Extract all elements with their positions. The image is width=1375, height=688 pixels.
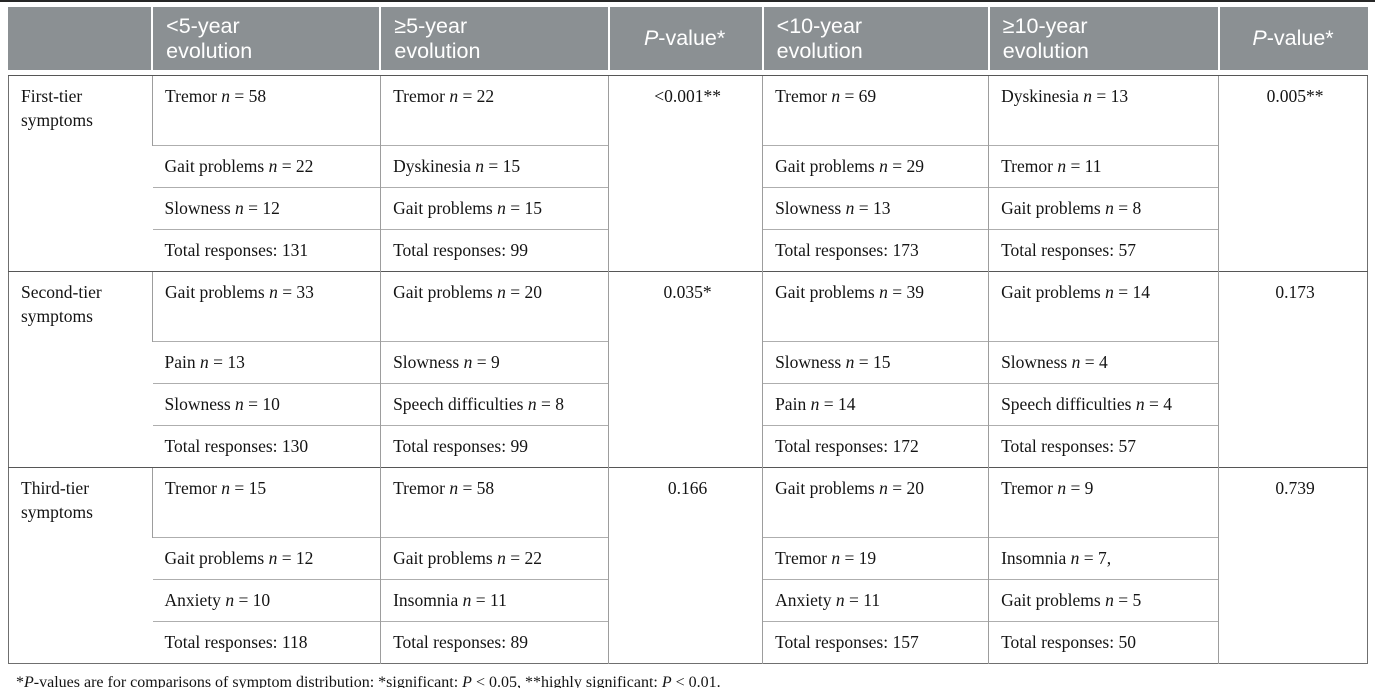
symptom-cell: Dyskinesia n = 13 (988, 75, 1219, 146)
symptom-cell: Tremor n = 19 (762, 537, 989, 580)
symptom-cell: Gait problems n = 29 (762, 145, 989, 188)
total-responses-cell: Total responses: 130 (152, 425, 381, 468)
symptom-cell: Tremor n = 58 (152, 75, 381, 146)
total-responses-cell: Total responses: 172 (762, 425, 989, 468)
symptom-cell: Anxiety n = 11 (762, 579, 989, 622)
table-row: Total responses: 130 Total responses: 99… (9, 425, 1368, 468)
total-responses-cell: Total responses: 157 (762, 621, 989, 664)
symptom-cell: Gait problems n = 8 (988, 187, 1219, 230)
table-row: Total responses: 118 Total responses: 89… (9, 621, 1368, 664)
row-group-label: First-tier symptoms (8, 75, 153, 272)
row-group-label: Second-tier symptoms (8, 271, 153, 468)
total-responses-cell: Total responses: 99 (380, 425, 609, 468)
p-value-cell: 0.739 (1218, 467, 1368, 664)
total-responses-cell: Total responses: 118 (152, 621, 381, 664)
symptom-cell: Gait problems n = 39 (762, 271, 989, 342)
symptom-cell: Tremor n = 58 (380, 467, 609, 538)
total-responses-cell: Total responses: 57 (988, 425, 1219, 468)
symptom-cell: Slowness n = 13 (762, 187, 989, 230)
symptom-cell: Gait problems n = 20 (762, 467, 989, 538)
footnote: *P-values are for comparisons of symptom… (16, 674, 721, 688)
symptom-cell: Gait problems n = 12 (152, 537, 381, 580)
p-value-cell: <0.001** (608, 75, 763, 272)
symptom-cell: Gait problems n = 20 (380, 271, 609, 342)
p-value-cell: 0.005** (1218, 75, 1368, 272)
table-row: First-tier symptoms Tremor n = 58 Tremor… (8, 75, 1368, 272)
symptom-cell: Slowness n = 4 (988, 341, 1219, 384)
symptom-cell: Slowness n = 12 (152, 187, 381, 230)
symptom-cell: Dyskinesia n = 15 (380, 145, 609, 188)
total-responses-cell: Total responses: 131 (152, 229, 381, 272)
table-row: Anxiety n = 10 Insomnia n = 11 Anxiety n… (9, 579, 1368, 622)
header-row: <5-year evolution ≥5-year evolution P-va… (8, 7, 1368, 70)
symptom-cell: Gait problems n = 14 (988, 271, 1219, 342)
total-responses-cell: Total responses: 173 (762, 229, 989, 272)
table-row: Pain n = 13 Slowness n = 9 Slowness n = … (9, 341, 1368, 384)
header-cell-pvalue-10: P-value* (1218, 7, 1368, 70)
table-header: <5-year evolution ≥5-year evolution P-va… (8, 7, 1368, 70)
symptom-cell: Tremor n = 9 (988, 467, 1219, 538)
symptom-cell: Tremor n = 15 (152, 467, 381, 538)
table-row: Third-tier symptoms Tremor n = 15 Tremor… (8, 467, 1368, 664)
top-border-rule (0, 0, 1375, 2)
symptom-cell: Slowness n = 9 (380, 341, 609, 384)
p-value-cell: 0.173 (1218, 271, 1368, 468)
table-row: Gait problems n = 22 Dyskinesia n = 15 G… (9, 145, 1368, 188)
total-responses-cell: Total responses: 57 (988, 229, 1219, 272)
symptom-cell: Pain n = 14 (762, 383, 989, 426)
symptom-cell: Insomnia n = 11 (380, 579, 609, 622)
symptom-cell: Tremor n = 11 (988, 145, 1219, 188)
header-cell-ge10-evolution: ≥10-year evolution (987, 7, 1220, 70)
symptom-cell: Speech difficulties n = 8 (380, 383, 609, 426)
symptom-cell: Slowness n = 10 (152, 383, 381, 426)
symptom-cell: Speech difficulties n = 4 (988, 383, 1219, 426)
symptom-cell: Insomnia n = 7, (988, 537, 1219, 580)
table-body: First-tier symptoms Tremor n = 58 Tremor… (8, 75, 1368, 664)
table-row: Second-tier symptoms Gait problems n = 3… (8, 271, 1368, 468)
symptom-cell: Gait problems n = 33 (152, 271, 381, 342)
table-row: Gait problems n = 12 Gait problems n = 2… (9, 537, 1368, 580)
p-value-cell: 0.166 (608, 467, 763, 664)
symptom-cell: Gait problems n = 15 (380, 187, 609, 230)
table-row: Slowness n = 10 Speech difficulties n = … (9, 383, 1368, 426)
table-row: Slowness n = 12 Gait problems n = 15 Slo… (9, 187, 1368, 230)
total-responses-cell: Total responses: 50 (988, 621, 1219, 664)
header-cell-lt5-evolution: <5-year evolution (151, 7, 381, 70)
row-group-label: Third-tier symptoms (8, 467, 153, 664)
total-responses-cell: Total responses: 89 (380, 621, 609, 664)
header-cell-ge5-evolution: ≥5-year evolution (379, 7, 609, 70)
symptom-cell: Tremor n = 69 (762, 75, 989, 146)
header-cell-pvalue-5: P-value* (607, 7, 763, 70)
symptom-cell: Gait problems n = 22 (380, 537, 609, 580)
symptom-cell: Tremor n = 22 (380, 75, 609, 146)
symptom-cell: Gait problems n = 22 (152, 145, 381, 188)
symptom-cell: Anxiety n = 10 (152, 579, 381, 622)
p-value-cell: 0.035* (608, 271, 763, 468)
symptom-cell: Slowness n = 15 (762, 341, 989, 384)
header-cell-blank (8, 7, 152, 70)
symptom-cell: Pain n = 13 (152, 341, 381, 384)
header-cell-lt10-evolution: <10-year evolution (761, 7, 989, 70)
table-row: Total responses: 131 Total responses: 99… (9, 229, 1368, 272)
symptom-cell: Gait problems n = 5 (988, 579, 1219, 622)
total-responses-cell: Total responses: 99 (380, 229, 609, 272)
